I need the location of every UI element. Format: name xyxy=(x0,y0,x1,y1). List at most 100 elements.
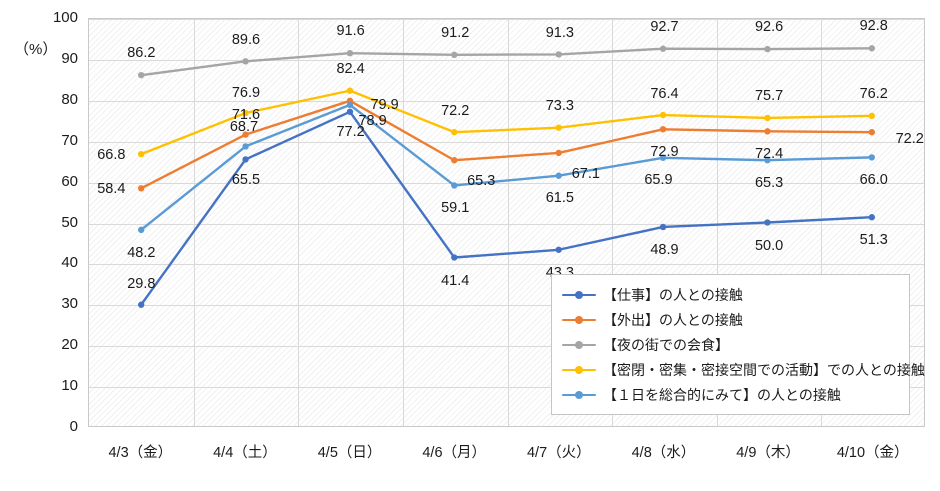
data-label: 77.2 xyxy=(336,124,365,141)
data-label: 67.1 xyxy=(571,165,600,182)
gridline-horizontal xyxy=(89,305,924,307)
series-marker xyxy=(764,157,771,164)
legend-color-swatch-icon xyxy=(562,363,596,377)
gridline-vertical xyxy=(507,19,509,426)
legend-item-label: 【仕事】の人との接触 xyxy=(603,286,743,303)
data-label: 59.1 xyxy=(441,200,470,217)
gridline-vertical xyxy=(821,19,823,426)
series-marker xyxy=(242,109,249,117)
x-axis-tick-label: 4/8（水） xyxy=(631,445,696,461)
series-line xyxy=(139,89,874,156)
gridline-vertical xyxy=(402,19,404,426)
data-label: 48.2 xyxy=(127,244,156,261)
series-marker xyxy=(137,150,145,158)
series-marker xyxy=(868,45,876,52)
y-axis-tick-label: 100 xyxy=(52,9,78,26)
series-line xyxy=(139,103,874,232)
series-marker xyxy=(137,226,145,234)
series-marker xyxy=(346,87,354,94)
legend: 【仕事】の人との接触【外出】の人との接触【夜の街での会食】【密閉・密集・密接空間… xyxy=(551,274,925,415)
series-marker xyxy=(764,128,771,135)
legend-item-label: 【１日を総合的にみて】の人との接触 xyxy=(603,386,841,403)
data-label: 89.6 xyxy=(231,31,261,48)
gridline-horizontal xyxy=(89,182,924,184)
data-label: 65.9 xyxy=(644,172,673,189)
series-marker xyxy=(868,214,876,221)
data-label: 72.2 xyxy=(895,130,924,147)
y-axis-tick-label: 80 xyxy=(61,90,78,108)
data-label: 79.9 xyxy=(370,97,399,114)
series-marker xyxy=(555,51,562,58)
y-axis-tick-label: 70 xyxy=(61,131,78,149)
y-axis-tick-label: 10 xyxy=(61,377,78,395)
series-marker xyxy=(659,111,667,119)
series-marker xyxy=(659,45,667,52)
series-marker xyxy=(868,112,876,120)
x-axis-tick-label: 4/7（火） xyxy=(526,445,591,461)
data-label: 65.5 xyxy=(231,172,261,189)
data-label: 92.7 xyxy=(650,18,679,35)
legend-item[interactable]: 【夜の街での会食】 xyxy=(552,332,909,357)
y-axis-tick-label: 60 xyxy=(61,172,78,190)
gridline-horizontal xyxy=(89,264,924,266)
series-marker xyxy=(451,157,458,164)
legend-item-label: 【夜の街での会食】 xyxy=(603,336,729,353)
gridline-vertical xyxy=(193,19,195,426)
legend-item[interactable]: 【１日を総合的にみて】の人との接触 xyxy=(552,382,909,407)
data-label: 65.3 xyxy=(754,174,784,191)
x-axis-tick-label: 4/5（日） xyxy=(317,445,382,461)
series-marker xyxy=(137,301,145,308)
data-label: 29.8 xyxy=(127,276,156,293)
series-marker xyxy=(242,156,249,163)
data-label: 72.9 xyxy=(650,143,679,160)
legend-color-swatch-icon xyxy=(562,338,596,352)
series-marker xyxy=(451,254,458,261)
data-label: 91.6 xyxy=(336,23,365,40)
y-axis-unit-label: （%） xyxy=(14,41,58,58)
legend-item[interactable]: 【仕事】の人との接触 xyxy=(552,282,909,307)
legend-item-label: 【密閉・密集・密接空間での活動】での人との接触 xyxy=(603,361,925,378)
legend-color-swatch-icon xyxy=(562,388,596,402)
data-label: 91.3 xyxy=(545,24,574,41)
legend-item[interactable]: 【外出】の人との接触 xyxy=(552,307,909,332)
series-marker xyxy=(346,50,354,57)
x-axis-tick-label: 4/4（土） xyxy=(213,445,277,461)
data-label: 78.9 xyxy=(358,113,387,130)
series-marker xyxy=(764,219,771,226)
series-marker xyxy=(555,246,562,253)
gridline-vertical xyxy=(716,19,718,426)
data-label: 72.2 xyxy=(441,102,470,119)
series-marker xyxy=(659,223,667,231)
series-marker xyxy=(555,172,562,179)
x-axis-tick-label: 4/10（金） xyxy=(836,445,909,461)
series-marker xyxy=(242,58,249,65)
series-marker xyxy=(555,149,562,157)
data-label: 68.7 xyxy=(229,119,259,136)
series-line xyxy=(139,99,874,190)
gridline-horizontal xyxy=(89,223,924,225)
data-label: 65.3 xyxy=(467,172,496,189)
data-label: 66.0 xyxy=(859,172,888,189)
y-axis-tick-label: 40 xyxy=(61,254,78,272)
series-marker xyxy=(659,126,667,133)
data-label: 51.3 xyxy=(859,232,888,249)
series-marker xyxy=(868,154,876,161)
data-label: 82.4 xyxy=(336,60,365,77)
gridline-vertical xyxy=(612,19,614,426)
y-axis-tick-label: 30 xyxy=(61,295,78,313)
series-marker xyxy=(451,182,458,189)
x-axis-tick-label: 4/6（月） xyxy=(422,445,487,461)
y-axis-tick-label: 20 xyxy=(61,336,78,354)
series-marker xyxy=(555,124,562,131)
gridline-horizontal xyxy=(89,100,924,102)
gridline-horizontal xyxy=(89,19,924,20)
data-label: 41.4 xyxy=(441,272,470,289)
data-label: 86.2 xyxy=(127,45,156,62)
series-marker xyxy=(137,71,145,79)
data-label: 72.4 xyxy=(754,145,784,162)
data-label: 92.6 xyxy=(754,19,784,36)
data-label: 66.8 xyxy=(97,146,126,163)
series-line xyxy=(139,110,874,306)
legend-item[interactable]: 【密閉・密集・密接空間での活動】での人との接触 xyxy=(552,357,925,382)
